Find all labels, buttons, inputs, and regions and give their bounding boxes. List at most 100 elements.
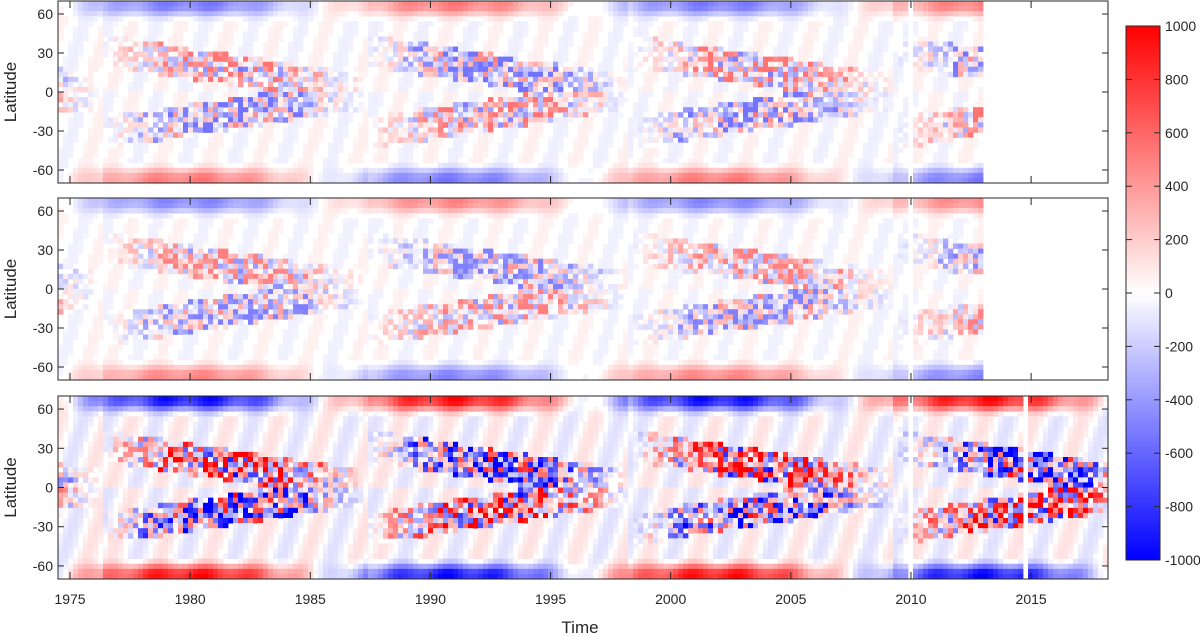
heatmap-cell — [773, 1, 779, 7]
heatmap-cell — [763, 36, 769, 42]
heatmap-cell — [893, 51, 899, 58]
heatmap-cell — [433, 157, 439, 164]
heatmap-cell — [963, 112, 969, 118]
heatmap-cell — [298, 16, 304, 22]
heatmap-cell — [893, 86, 899, 93]
heatmap-cell — [313, 86, 319, 93]
heatmap-cell — [928, 16, 934, 22]
heatmap-cell — [933, 162, 939, 169]
heatmap-cell — [848, 152, 854, 159]
heatmap-cell — [793, 152, 799, 159]
heatmap-cell — [638, 46, 644, 52]
heatmap-cell — [958, 112, 964, 118]
heatmap-cell — [363, 46, 369, 52]
heatmap-cell — [778, 177, 784, 184]
heatmap-cell — [603, 92, 609, 98]
heatmap-cell — [708, 41, 714, 47]
heatmap-cell — [838, 71, 844, 78]
heatmap-cell — [483, 76, 489, 83]
heatmap-cell — [303, 86, 309, 93]
heatmap-cell — [873, 152, 879, 159]
heatmap-cell — [213, 86, 219, 93]
heatmap-cell — [78, 319, 84, 325]
heatmap-cell — [108, 102, 114, 108]
heatmap-cell — [738, 56, 744, 63]
heatmap-cell — [133, 86, 139, 93]
heatmap-cell — [293, 1, 299, 7]
heatmap-cell — [243, 112, 249, 118]
heatmap-cell — [888, 142, 894, 149]
heatmap-cell — [373, 172, 379, 179]
heatmap-cell — [668, 81, 674, 88]
heatmap-cell — [738, 86, 744, 93]
heatmap-cell — [648, 122, 654, 128]
heatmap-cell — [268, 66, 274, 73]
heatmap-cell — [818, 112, 824, 118]
heatmap-cell — [378, 1, 384, 7]
heatmap-cell — [283, 11, 289, 17]
heatmap-cell — [568, 162, 574, 169]
heatmap-cell — [638, 112, 644, 118]
heatmap-cell — [283, 1, 289, 7]
heatmap-cell — [328, 147, 334, 154]
heatmap-cell — [158, 142, 164, 149]
heatmap-cell — [788, 86, 794, 93]
heatmap-cell — [333, 76, 339, 83]
heatmap-cell — [63, 92, 69, 98]
heatmap-cell — [373, 56, 379, 63]
heatmap-cell — [648, 147, 654, 154]
heatmap-cell — [963, 127, 969, 133]
heatmap-cell — [508, 162, 514, 169]
heatmap-cell — [408, 46, 414, 52]
heatmap-cell — [73, 11, 79, 17]
heatmap-cell — [238, 51, 244, 58]
heatmap-cell — [218, 6, 224, 12]
heatmap-cell — [258, 92, 264, 98]
heatmap-cell — [293, 61, 299, 68]
heatmap-cell — [743, 26, 749, 32]
heatmap-cell — [693, 142, 699, 149]
heatmap-cell — [203, 86, 209, 93]
heatmap-cell — [818, 152, 824, 159]
heatmap-cell — [423, 97, 429, 103]
heatmap-cell — [458, 76, 464, 83]
heatmap-cell — [673, 92, 679, 98]
heatmap-cell — [198, 162, 204, 169]
heatmap-cell — [878, 137, 884, 143]
heatmap-cell — [88, 56, 94, 63]
heatmap-cell — [663, 102, 669, 108]
heatmap-cell — [473, 56, 479, 63]
heatmap-cell — [623, 16, 629, 22]
heatmap-cell — [793, 162, 799, 169]
heatmap-cell — [758, 92, 764, 98]
heatmap-cell — [668, 167, 674, 174]
heatmap-cell — [478, 66, 484, 73]
heatmap-cell — [83, 233, 89, 239]
heatmap-cell — [643, 31, 649, 37]
heatmap-cell — [588, 81, 594, 88]
heatmap-cell — [783, 122, 789, 128]
heatmap-cell — [403, 157, 409, 164]
heatmap-cell — [793, 6, 799, 12]
heatmap-cell — [483, 16, 489, 22]
heatmap-cell — [363, 112, 369, 118]
heatmap-cell — [228, 107, 234, 113]
heatmap-cell — [643, 152, 649, 159]
heatmap-cell — [523, 97, 529, 103]
heatmap-cell — [473, 21, 479, 27]
heatmap-cell — [923, 117, 929, 123]
heatmap-cell — [248, 56, 254, 63]
heatmap-cell — [158, 112, 164, 118]
heatmap-cell — [643, 172, 649, 179]
heatmap-cell — [748, 177, 754, 184]
heatmap-cell — [708, 167, 714, 174]
heatmap-cell — [108, 172, 114, 179]
heatmap-cell — [228, 152, 234, 159]
heatmap-cell — [723, 61, 729, 68]
heatmap-cell — [828, 92, 834, 98]
heatmap-cell — [903, 36, 909, 42]
heatmap-cell — [343, 102, 349, 108]
heatmap-cell — [133, 6, 139, 12]
heatmap-cell — [688, 56, 694, 63]
heatmap-cell — [228, 86, 234, 93]
